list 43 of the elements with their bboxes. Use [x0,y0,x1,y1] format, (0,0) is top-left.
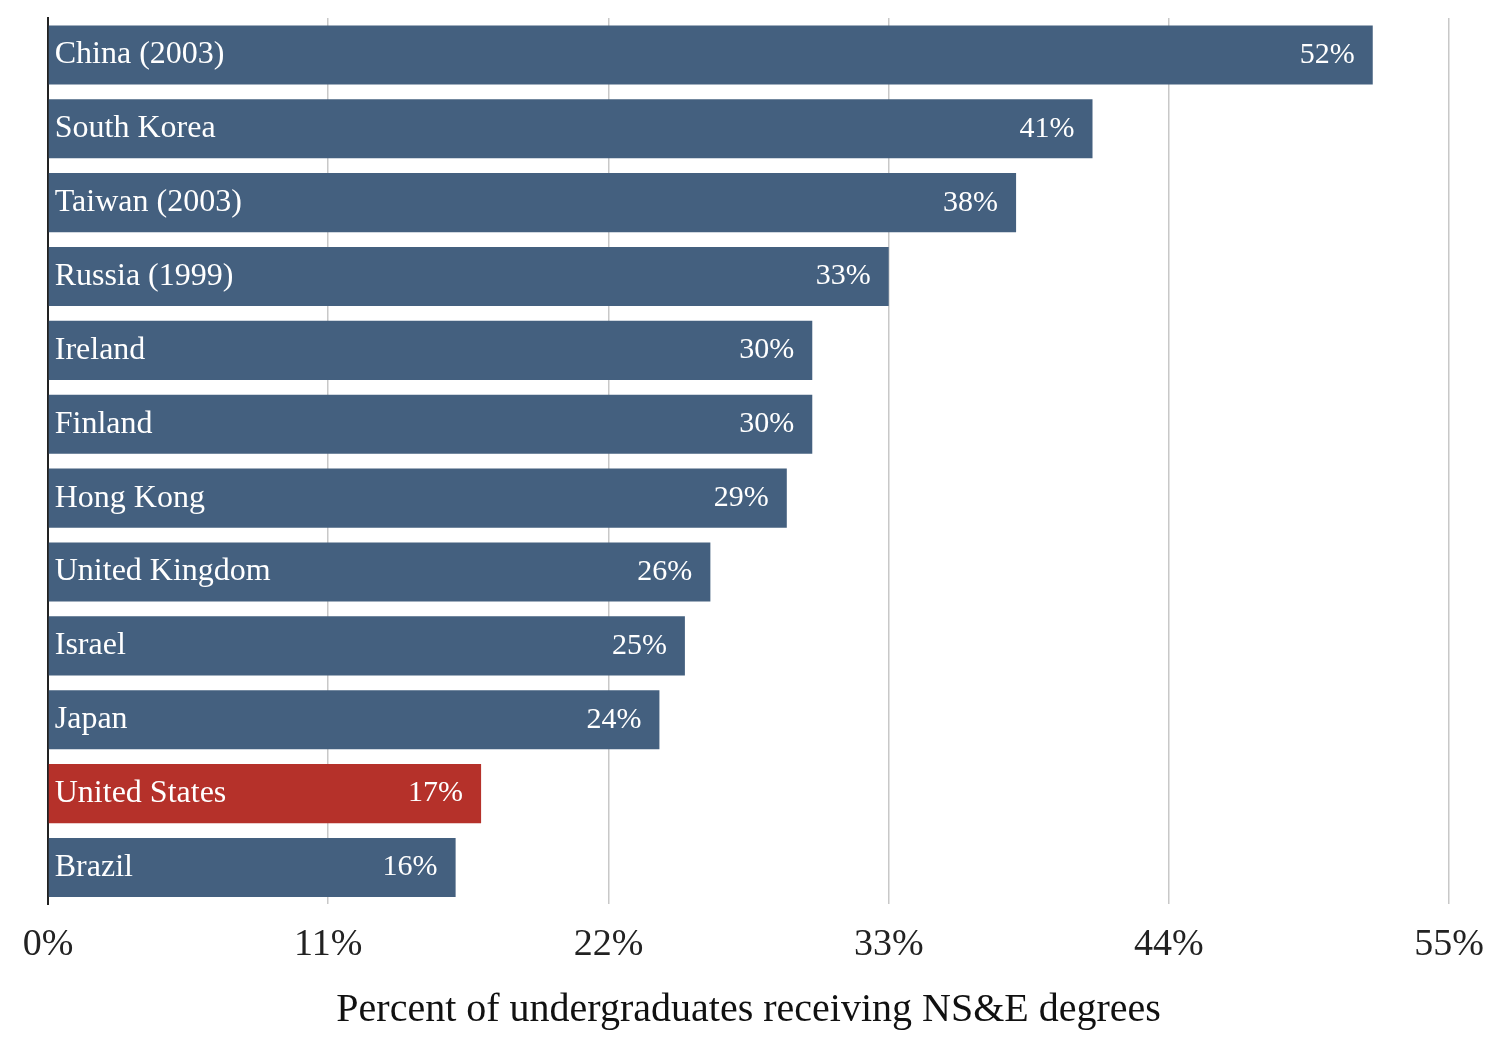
data-label: 26% [637,552,693,586]
data-label: 38% [943,183,999,217]
data-label: 16% [382,848,438,882]
y-tick-label: Hong Kong [54,477,205,514]
y-tick-label: South Korea [54,108,216,145]
data-label: 30% [739,331,795,365]
data-label: 52% [1299,35,1355,69]
data-label: 17% [408,774,464,808]
x-tick-label: 0% [22,921,74,964]
bar [48,616,685,676]
y-tick-label: China (2003) [54,34,225,71]
x-tick-label: 44% [1134,921,1204,964]
bar [48,173,1017,233]
y-tick-label: United States [54,773,227,810]
bar [48,25,1373,85]
x-tick-label: 22% [573,921,644,964]
x-axis-title: Percent of undergraduates receiving NS&E degrees [336,984,1161,1030]
data-label: 25% [611,626,667,660]
bar [48,468,787,528]
x-tick-label: 55% [1414,921,1484,964]
y-tick-label: Ireland [54,329,146,366]
data-label: 41% [1019,109,1075,143]
y-tick-label: Russia (1999) [54,255,234,292]
bar [48,99,1093,159]
data-label: 24% [586,700,642,734]
y-tick-label: Brazil [54,846,134,883]
bar [48,764,482,824]
x-tick-label: 33% [853,921,924,964]
bar [48,690,660,750]
x-tick-label: 11% [294,921,363,964]
y-tick-label: Finland [54,403,153,440]
bar [48,246,889,307]
data-label: 30% [739,405,795,439]
y-tick-label: Israel [54,625,126,662]
y-tick-label: Taiwan (2003) [54,182,242,219]
bar [48,320,813,380]
bar [48,394,813,454]
data-label: 33% [815,257,871,291]
bar [48,837,456,898]
bar [48,542,711,602]
data-label: 29% [713,479,769,513]
y-tick-label: Japan [54,699,128,736]
y-tick-label: United Kingdom [54,551,271,588]
